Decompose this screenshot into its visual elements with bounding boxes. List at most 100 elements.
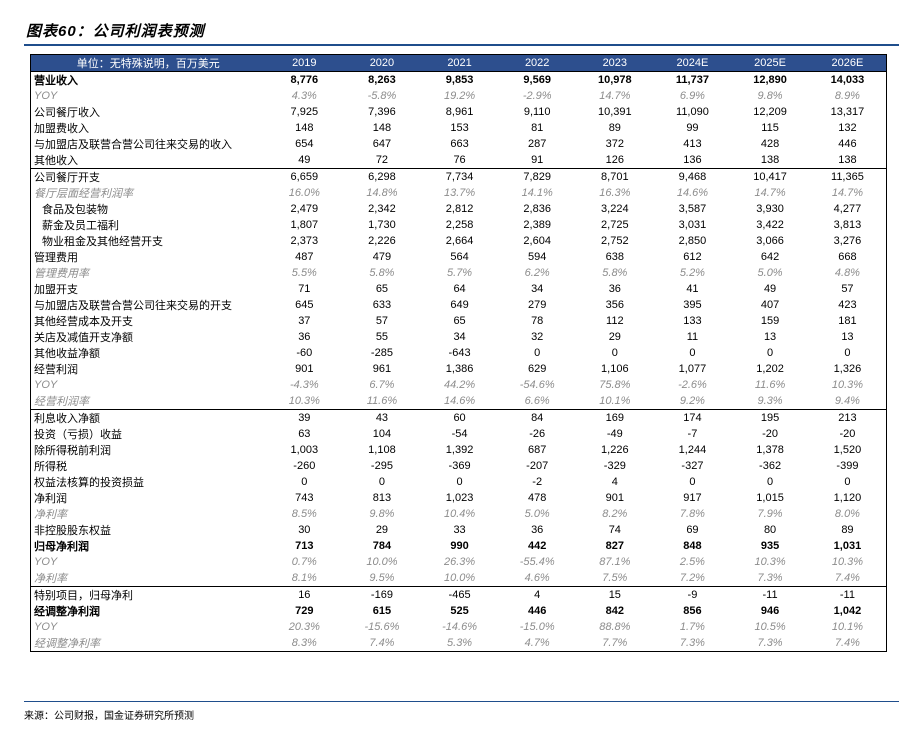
value-cell: 1,003 <box>290 444 319 456</box>
value-cell: 279 <box>528 299 547 311</box>
value-cell: 2,725 <box>601 219 629 231</box>
value-cell: -15.6% <box>364 621 400 633</box>
row-label: YOY <box>34 379 58 391</box>
header-cell: 2020 <box>343 54 421 72</box>
value-cell: -2.6% <box>678 379 707 391</box>
value-cell: 729 <box>295 605 314 617</box>
row-label: 其他收益净额 <box>34 348 100 360</box>
value-cell: 654 <box>295 138 314 150</box>
value-cell: 1,226 <box>601 444 629 456</box>
value-cell: 7,396 <box>368 106 396 118</box>
value-cell: 10.4% <box>443 508 476 520</box>
value-cell: 11,737 <box>653 71 732 88</box>
value-cell: 213 <box>808 409 887 426</box>
row-label: 加盟费收入 <box>34 123 89 135</box>
value-cell: 1.7% <box>679 621 705 633</box>
value-cell: -54 <box>451 428 468 440</box>
value-cell: 9.3% <box>757 395 783 407</box>
value-cell: 41 <box>686 283 699 295</box>
row-label: 加盟开支 <box>34 284 78 296</box>
value-cell: 2,373 <box>290 235 319 247</box>
value-cell: 446 <box>838 138 857 150</box>
table-row: 食品及包装物 2,479 2,342 2,812 2,836 3,224 3,587 3,93… <box>31 201 887 217</box>
value-cell: 14.8% <box>366 187 398 199</box>
row-label: YOY <box>34 90 58 102</box>
value-cell: 1,378 <box>756 444 784 456</box>
row-label: 与加盟店及联营合营公司往来交易的收入 <box>34 139 232 151</box>
value-cell: 10,417 <box>731 168 809 185</box>
value-cell: 813 <box>372 492 392 504</box>
table-row: 投资（亏损）收益 63 104 -54 -26 -49 -7 -20 -20 <box>31 426 887 442</box>
value-cell: 138 <box>760 154 780 166</box>
value-cell: 1,202 <box>756 363 784 375</box>
value-cell: 647 <box>372 138 392 150</box>
value-cell: 2,664 <box>445 235 474 247</box>
value-cell: 1,077 <box>678 363 707 375</box>
value-cell: 10.0% <box>366 556 398 568</box>
value-cell: 8,701 <box>576 168 654 185</box>
value-cell: 10.1% <box>599 395 631 407</box>
value-cell: 10.3% <box>831 556 864 568</box>
value-cell: 26.3% <box>443 556 476 568</box>
value-cell: 7.4% <box>369 637 395 649</box>
value-cell: 4.3% <box>291 90 317 102</box>
value-cell: -11 <box>731 586 809 603</box>
value-cell: 487 <box>295 251 314 263</box>
value-cell: 0 <box>611 347 618 359</box>
value-cell: 34 <box>453 331 466 343</box>
row-label: 所得税 <box>34 461 67 473</box>
row-label: 餐厅层面经营利润率 <box>34 188 133 200</box>
row-label: 经调整净利润 <box>34 606 100 618</box>
row-label: 薪金及员工福利 <box>42 220 119 232</box>
value-cell: 629 <box>528 363 547 375</box>
value-cell: 104 <box>372 428 392 440</box>
row-label: 食品及包装物 <box>42 204 108 216</box>
value-cell: 0 <box>456 476 463 488</box>
value-cell: -15.0% <box>519 621 555 633</box>
value-cell: 19.2% <box>443 90 476 102</box>
value-cell: 1,042 <box>833 605 862 617</box>
value-cell: 112 <box>606 315 624 327</box>
value-cell: 1,023 <box>445 492 474 504</box>
value-cell: -369 <box>448 460 471 472</box>
value-cell: -11 <box>808 586 887 603</box>
table-row: 公司餐厅开支 6,659 6,298 7,734 7,829 8,701 9,468 10,4… <box>30 168 887 185</box>
value-cell: 78 <box>531 315 544 327</box>
table-row: 除所得税前利润 1,003 1,108 1,392 687 1,226 1,244 1,378… <box>31 442 887 458</box>
value-cell: 169 <box>576 409 654 426</box>
value-cell: 1,106 <box>601 363 629 375</box>
value-cell: 64 <box>453 283 466 295</box>
value-cell: 8.9% <box>834 90 860 102</box>
value-cell: 3,066 <box>756 235 784 247</box>
table-row: 利息收入净额 39 43 60 84 169 174 195 213 <box>30 409 887 426</box>
value-cell: 74 <box>608 524 621 536</box>
value-cell: 81 <box>531 122 544 134</box>
value-cell: -260 <box>293 460 316 472</box>
value-cell: -14.6% <box>442 621 477 633</box>
value-cell: 1,326 <box>833 363 862 375</box>
header-row: 单位：无特殊说明，百万美元 2019 2020 2021 2022 2023 2024E 20… <box>30 54 887 72</box>
value-cell: 11 <box>686 331 699 343</box>
value-cell: 84 <box>498 409 576 426</box>
value-cell: -362 <box>759 460 782 472</box>
table-row: 净利率 8.5% 9.8% 10.4% 5.0% 8.2% 7.8% 7.9% 8.0% <box>31 506 887 522</box>
value-cell: 5.3% <box>447 637 473 649</box>
value-cell: -7 <box>687 428 698 440</box>
table-row: 管理费用率 5.5% 5.8% 5.7% 6.2% 5.8% 5.2% 5.0% 4.8% <box>31 265 887 281</box>
value-cell: 3,587 <box>678 203 707 215</box>
value-cell: 49 <box>763 283 777 295</box>
value-cell: 8.3% <box>291 637 317 649</box>
row-label: 净利率 <box>34 573 67 585</box>
value-cell: 5.8% <box>602 267 628 279</box>
value-cell: 136 <box>683 154 702 166</box>
value-cell: 615 <box>372 605 392 617</box>
value-cell: 10.3% <box>831 379 864 391</box>
table-row: 非控股股东权益 30 29 33 36 74 69 80 89 <box>31 522 887 538</box>
value-cell: 6.2% <box>524 267 550 279</box>
row-label: 物业租金及其他经营开支 <box>42 236 163 248</box>
value-cell: 148 <box>295 122 314 134</box>
value-cell: 89 <box>608 122 621 134</box>
value-cell: -465 <box>420 586 499 603</box>
value-cell: 7.5% <box>602 572 628 584</box>
value-cell: 356 <box>605 299 624 311</box>
